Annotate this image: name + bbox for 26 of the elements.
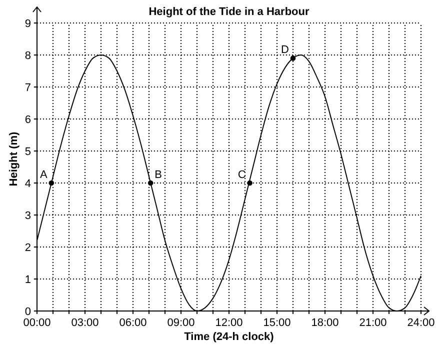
x-tick-label: 24:00 xyxy=(407,317,435,329)
annotation: D xyxy=(281,44,290,56)
x-tick-label: 09:00 xyxy=(167,317,195,329)
chart-title: Height of the Tide in a Harbour xyxy=(148,6,310,18)
x-tick-label: 18:00 xyxy=(311,317,339,329)
y-axis-title: Height (m) xyxy=(8,131,20,186)
x-tick-label: 21:00 xyxy=(359,317,387,329)
y-tick-label: 1 xyxy=(24,274,31,286)
annotation: C xyxy=(238,169,246,181)
y-tick-label: 2 xyxy=(24,242,31,254)
x-tick-label: 06:00 xyxy=(119,317,147,329)
x-tick-label: 12:00 xyxy=(215,317,243,329)
annotation: A xyxy=(40,169,48,181)
y-tick-label: 7 xyxy=(24,82,31,94)
y-tick-label: 5 xyxy=(24,146,31,158)
y-tick-label: 0 xyxy=(24,306,31,318)
y-tick-label: 8 xyxy=(24,50,31,62)
annotation: B xyxy=(154,169,162,181)
x-axis-title: Time (24-h clock) xyxy=(184,331,274,343)
x-tick-label: 03:00 xyxy=(71,317,99,329)
y-tick-label: 6 xyxy=(24,114,31,126)
y-tick-label: 9 xyxy=(24,18,31,30)
x-tick-label: 15:00 xyxy=(263,317,291,329)
y-tick-label: 4 xyxy=(24,178,31,190)
x-tick-label: 00:00 xyxy=(23,317,51,329)
y-tick-label: 3 xyxy=(24,210,31,222)
